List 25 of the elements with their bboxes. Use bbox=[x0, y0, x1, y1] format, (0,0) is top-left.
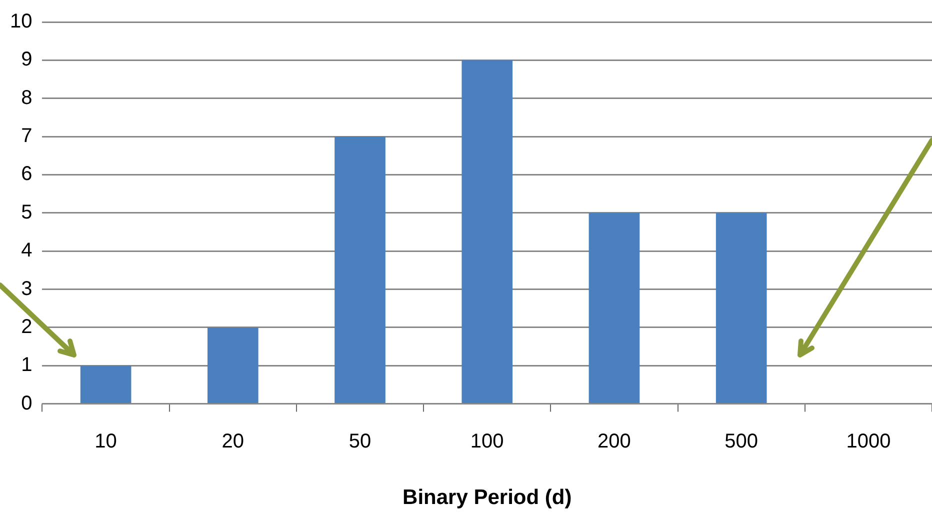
x-tick-label: 50 bbox=[348, 430, 372, 452]
bar bbox=[80, 366, 132, 404]
y-tick-label: 7 bbox=[21, 125, 32, 148]
bar bbox=[588, 212, 640, 404]
y-tick-label: 3 bbox=[21, 278, 32, 300]
x-axis-title: Binary Period (d) bbox=[402, 486, 572, 510]
bar bbox=[716, 212, 767, 404]
y-tick-label: 8 bbox=[21, 86, 32, 109]
x-tick-label: 10 bbox=[94, 430, 117, 452]
x-tick-label: 200 bbox=[598, 430, 631, 452]
bar bbox=[462, 60, 513, 404]
y-tick-label: 0 bbox=[21, 392, 32, 414]
y-tick-label: 5 bbox=[21, 201, 32, 224]
y-tick-label: 2 bbox=[21, 316, 32, 338]
x-tick-label: 1000 bbox=[846, 430, 891, 452]
y-tick-label: 4 bbox=[21, 240, 32, 262]
x-tick-label: 500 bbox=[724, 430, 758, 452]
y-tick-label: 1 bbox=[21, 354, 32, 376]
y-tick-label: 9 bbox=[21, 48, 32, 71]
x-tick-label: 100 bbox=[470, 430, 504, 452]
x-tick-label: 20 bbox=[222, 430, 244, 452]
y-tick-label: 10 bbox=[10, 10, 32, 33]
y-tick-label: 6 bbox=[21, 163, 32, 186]
bar bbox=[334, 136, 386, 404]
bar bbox=[207, 327, 258, 404]
